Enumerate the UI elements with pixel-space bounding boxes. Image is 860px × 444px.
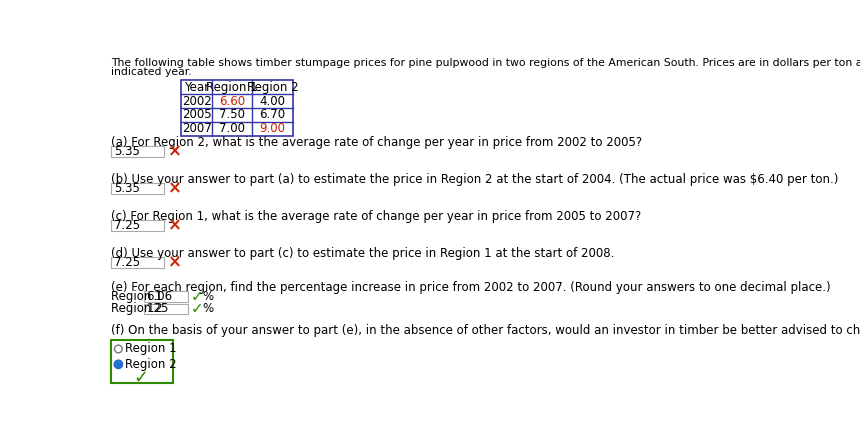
Bar — [112, 183, 164, 194]
Text: 7.25: 7.25 — [114, 256, 140, 269]
Bar — [112, 220, 164, 231]
Text: 6.06: 6.06 — [146, 290, 172, 303]
Text: (c) For Region 1, what is the average rate of change per year in price from 2005: (c) For Region 1, what is the average ra… — [112, 210, 642, 223]
Text: 2005: 2005 — [181, 108, 212, 121]
Text: ×: × — [168, 180, 181, 198]
Text: indicated year.: indicated year. — [112, 67, 192, 77]
Text: Year: Year — [184, 81, 209, 94]
Text: ✓: ✓ — [133, 369, 148, 387]
Text: 7.25: 7.25 — [114, 219, 140, 232]
Text: 7.50: 7.50 — [219, 108, 245, 121]
Text: ×: × — [168, 217, 181, 235]
Text: 2007: 2007 — [181, 122, 212, 135]
Bar — [144, 291, 188, 302]
Text: ×: × — [168, 143, 181, 161]
Text: (a) For Region 2, what is the average rate of change per year in price from 2002: (a) For Region 2, what is the average ra… — [112, 136, 642, 150]
Text: ✓: ✓ — [191, 289, 204, 304]
Bar — [112, 147, 164, 157]
Text: (f) On the basis of your answer to part (e), in the absence of other factors, wo: (f) On the basis of your answer to part … — [112, 324, 860, 337]
Text: 125: 125 — [146, 302, 169, 315]
Bar — [112, 258, 164, 268]
Circle shape — [116, 362, 120, 367]
Text: (e) For each region, find the percentage increase in price from 2002 to 2007. (R: (e) For each region, find the percentage… — [112, 281, 831, 294]
Bar — [112, 340, 174, 383]
Text: 7.00: 7.00 — [219, 122, 245, 135]
Text: 4.00: 4.00 — [260, 95, 286, 107]
Text: %: % — [202, 302, 213, 315]
Text: The following table shows timber stumpage prices for pine pulpwood in two region: The following table shows timber stumpag… — [112, 58, 860, 68]
Bar — [181, 80, 292, 136]
Text: (b) Use your answer to part (a) to estimate the price in Region 2 at the start o: (b) Use your answer to part (a) to estim… — [112, 174, 838, 186]
Text: Region 1: Region 1 — [112, 290, 163, 303]
Text: 5.35: 5.35 — [114, 145, 139, 159]
Bar — [144, 304, 188, 314]
Text: %: % — [202, 290, 213, 303]
Text: 9.00: 9.00 — [260, 122, 286, 135]
Text: 2002: 2002 — [181, 95, 212, 107]
Text: Region 2: Region 2 — [125, 358, 176, 371]
Text: (d) Use your answer to part (c) to estimate the price in Region 1 at the start o: (d) Use your answer to part (c) to estim… — [112, 247, 615, 260]
Text: Region 2: Region 2 — [247, 81, 298, 94]
Text: 6.70: 6.70 — [260, 108, 286, 121]
Text: Region 1: Region 1 — [125, 342, 176, 356]
Text: ×: × — [168, 254, 181, 272]
Text: Region 1: Region 1 — [206, 81, 258, 94]
Text: 5.35: 5.35 — [114, 182, 139, 195]
Text: ✓: ✓ — [191, 301, 204, 317]
Text: Region 2: Region 2 — [112, 302, 163, 315]
Text: 6.60: 6.60 — [219, 95, 245, 107]
